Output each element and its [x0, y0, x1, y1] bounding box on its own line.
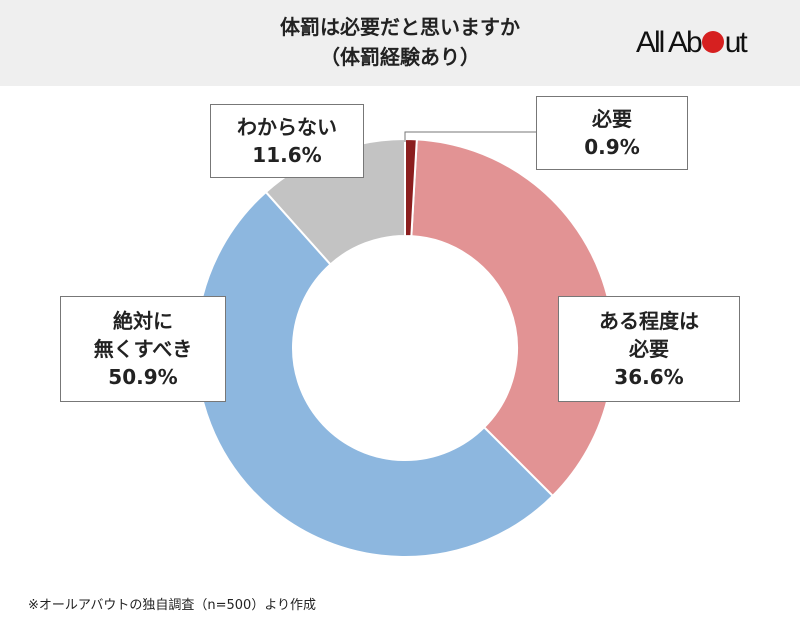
label-value: 36.6%	[614, 365, 684, 389]
label-dont-know: わからない 11.6%	[210, 104, 364, 178]
label-value: 50.9%	[108, 365, 178, 389]
header-band	[0, 0, 800, 86]
leader-line-necessary	[404, 131, 536, 142]
label-value: 0.9%	[584, 135, 640, 159]
chart-title: 体罰は必要だと思いますか （体罰経験あり）	[0, 12, 800, 72]
label-somewhat-necessary: ある程度は 必要 36.6%	[558, 296, 740, 402]
label-text: 無くすべき	[93, 337, 193, 361]
donut-slice-1	[410, 138, 615, 498]
label-should-abolish: 絶対に 無くすべき 50.9%	[60, 296, 226, 402]
title-line-1: 体罰は必要だと思いますか	[280, 15, 520, 39]
label-text: 必要	[592, 107, 632, 131]
label-text: 必要	[629, 337, 669, 361]
donut-slice-2	[195, 190, 555, 558]
label-text: ある程度は	[599, 309, 699, 333]
label-text: 絶対に	[113, 309, 173, 333]
footnote: ※オールアバウトの独自調査（n=500）より作成	[28, 598, 317, 613]
label-text: わからない	[237, 115, 337, 139]
title-line-2: （体罰経験あり）	[320, 45, 480, 69]
donut-slice-0	[404, 137, 418, 238]
allabout-logo: All Ab ut	[636, 26, 748, 59]
label-necessary: 必要 0.9%	[536, 96, 688, 170]
label-value: 11.6%	[252, 143, 322, 167]
